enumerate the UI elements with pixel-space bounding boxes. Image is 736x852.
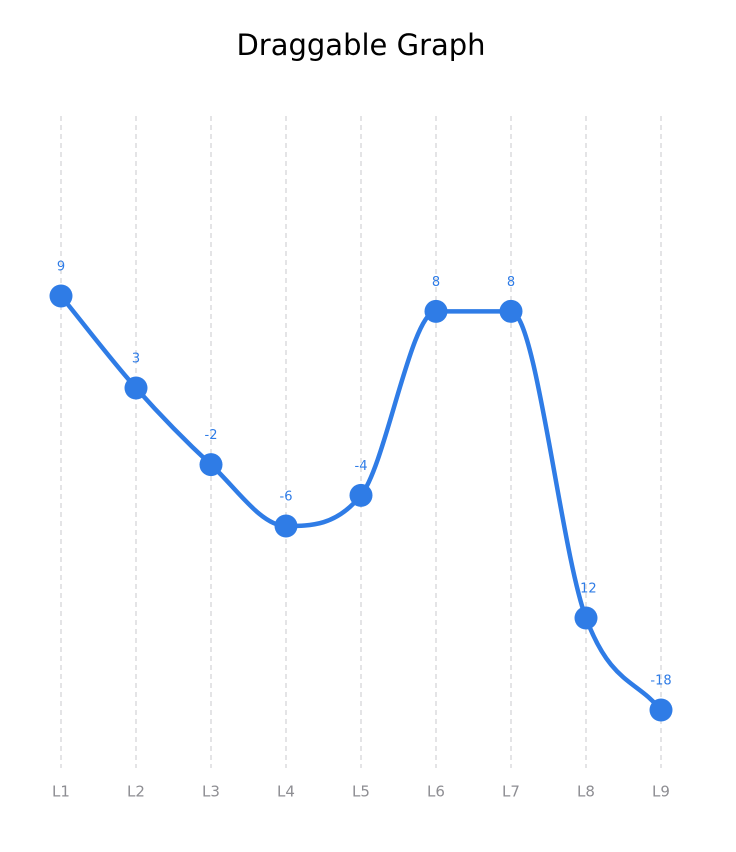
data-label: -18 (650, 674, 671, 689)
x-tick-label: L1 (52, 783, 70, 801)
data-label: 8 (507, 275, 515, 290)
data-label: -2 (205, 428, 218, 443)
data-points[interactable] (49, 284, 673, 722)
x-tick-label: L5 (352, 783, 370, 801)
data-point-l8[interactable] (574, 606, 598, 630)
series-line-group (58, 293, 664, 713)
x-tick-label: L9 (652, 783, 670, 801)
data-label: 8 (432, 275, 440, 290)
x-tick-label: L4 (277, 783, 295, 801)
x-tick-label: L3 (202, 783, 220, 801)
data-point-l4[interactable] (274, 514, 298, 538)
data-point-l3[interactable] (199, 453, 223, 477)
data-label: -4 (355, 459, 368, 474)
data-point-l1[interactable] (49, 284, 73, 308)
data-point-l9[interactable] (649, 698, 673, 722)
data-label: 3 (132, 352, 140, 367)
data-point-l5[interactable] (349, 483, 373, 507)
page-title: Draggable Graph (236, 28, 486, 62)
x-tick-label: L2 (127, 783, 145, 801)
data-labels: 9 3 -2 -6 -4 8 8 -12 -18 (57, 260, 672, 689)
data-label: -12 (575, 582, 596, 597)
data-point-l7[interactable] (499, 299, 523, 323)
x-tick-label: L7 (502, 783, 520, 801)
data-label: 9 (57, 260, 65, 275)
x-tick-label: L8 (577, 783, 595, 801)
data-point-l6[interactable] (424, 299, 448, 323)
x-axis-tick-labels: L1 L2 L3 L4 L5 L6 L7 L8 L9 (52, 783, 670, 801)
grid-lines (60, 116, 662, 768)
x-tick-label: L6 (427, 783, 445, 801)
data-label: -6 (280, 490, 293, 505)
data-point-l2[interactable] (124, 376, 148, 400)
series-line (58, 293, 664, 713)
